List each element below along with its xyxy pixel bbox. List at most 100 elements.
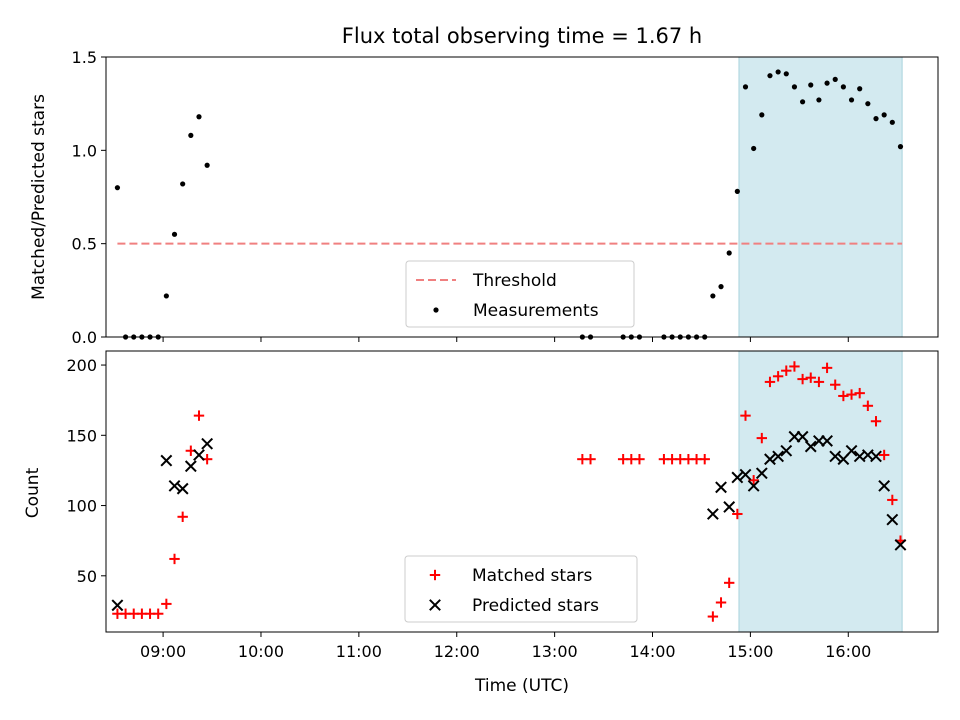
series-measurements	[114, 69, 904, 340]
x-tick-label-7: 16:00	[825, 642, 871, 661]
data-point-1-19	[804, 440, 817, 453]
data-point-1-30	[894, 538, 907, 551]
data-point-1-24-b	[845, 444, 858, 457]
data-point-1-25-b	[853, 450, 866, 463]
data-point-1-6	[201, 437, 214, 450]
data-point-1-18	[796, 430, 809, 443]
data-point-0-42	[862, 400, 874, 411]
legend: Matched stars Predicted stars	[404, 555, 638, 623]
data-point-0-7	[171, 231, 178, 237]
data-point-1-8	[715, 481, 727, 494]
data-point-1-21-b	[821, 435, 833, 447]
data-point-1-16-b	[780, 444, 793, 457]
data-point-0-26	[734, 188, 740, 194]
data-point-1-9	[723, 501, 736, 513]
data-point-1-13-b	[755, 467, 768, 480]
data-point-1-19-b	[804, 440, 817, 453]
x-tick-label-4: 13:00	[532, 642, 578, 661]
series-predicted-stars	[111, 430, 907, 612]
data-point-1-3	[176, 482, 189, 495]
data-point-0-38	[830, 379, 841, 390]
y-tick-label-0: 0.0	[72, 328, 97, 347]
y-tick-label-2: 150	[66, 426, 97, 445]
legend-box	[404, 555, 638, 623]
data-point-0-16	[634, 453, 645, 465]
data-point-0-42	[865, 101, 871, 107]
data-point-0-39	[840, 84, 846, 90]
y-tick-label-3: 1.5	[72, 48, 97, 67]
data-point-1-29-b	[886, 513, 899, 526]
data-point-1-22	[829, 450, 842, 463]
data-point-0-37	[824, 80, 830, 86]
data-point-1-12	[747, 479, 760, 492]
plot-frame	[105, 56, 939, 338]
data-point-1-22-b	[829, 450, 842, 463]
data-point-0-5	[153, 608, 164, 619]
data-point-0-27	[740, 410, 751, 421]
data-point-0-22	[699, 453, 710, 465]
data-point-0-33	[789, 361, 800, 372]
data-point-1-8-b	[715, 481, 727, 494]
data-point-0-23	[707, 611, 719, 622]
data-point-1-24	[845, 444, 858, 457]
data-point-1-15-b	[772, 450, 785, 463]
legend-label-0: Matched stars	[472, 566, 592, 586]
x-tick-label-3: 12:00	[434, 642, 480, 661]
chart-title: Flux total observing time = 1.67 h	[342, 24, 702, 48]
data-point-1-9-b	[723, 501, 736, 513]
data-point-0-8	[177, 511, 188, 522]
legend-handle-1	[433, 307, 439, 313]
observing-window-span	[738, 350, 903, 633]
data-point-0-46	[897, 144, 904, 150]
data-point-0-39	[838, 390, 849, 402]
data-point-1-1	[160, 454, 173, 467]
data-point-0-35	[805, 372, 816, 383]
data-point-0-31	[772, 371, 784, 382]
data-point-0-33	[791, 84, 798, 90]
data-point-0-43	[870, 416, 882, 427]
data-point-0-7	[169, 553, 180, 565]
x-tick-label-2: 11:00	[336, 642, 382, 661]
data-point-0-23	[710, 293, 716, 299]
x-tick-label-1: 10:00	[238, 642, 284, 661]
data-point-0-35	[808, 82, 814, 88]
data-point-0-25	[726, 250, 732, 256]
data-point-0-6	[161, 598, 172, 610]
data-point-1-0-b	[111, 599, 124, 612]
data-point-1-18-b	[796, 430, 809, 443]
x-tick-label-6: 15:00	[727, 642, 773, 661]
data-point-1-28	[878, 479, 891, 492]
data-point-1-11-b	[739, 468, 752, 481]
data-point-1-10	[731, 471, 744, 484]
observing-window-span	[738, 56, 903, 338]
data-point-0-30	[764, 376, 776, 388]
data-point-0-8	[180, 181, 186, 187]
data-point-0-44	[878, 449, 890, 461]
data-point-1-28-b	[878, 479, 891, 492]
data-point-1-11	[739, 468, 752, 481]
data-point-0-41	[857, 86, 863, 92]
data-point-0-34	[799, 99, 806, 105]
y-tick-label-0: 50	[77, 567, 97, 586]
data-point-0-44	[881, 112, 887, 118]
x-axis-label: Time (UTC)	[474, 676, 569, 696]
data-point-0-26	[732, 508, 743, 520]
data-point-1-0	[111, 599, 124, 612]
data-point-1-7-b	[706, 508, 719, 520]
data-point-0-45	[889, 119, 895, 125]
data-point-1-10-b	[731, 471, 744, 484]
data-point-1-16	[780, 444, 793, 457]
data-point-1-6-b	[201, 437, 214, 450]
data-point-1-27	[870, 450, 882, 463]
data-point-0-30	[767, 73, 773, 79]
data-point-1-30-b	[894, 538, 907, 551]
data-point-0-29	[756, 432, 768, 444]
data-point-1-4	[184, 460, 197, 473]
data-point-0-29	[759, 112, 765, 118]
data-point-1-5-b	[193, 449, 205, 461]
y-tick-label-1: 100	[66, 497, 97, 516]
data-point-0-24	[718, 284, 724, 290]
data-point-0-9	[188, 132, 194, 138]
data-point-0-36	[816, 97, 822, 103]
data-point-1-27-b	[870, 450, 882, 463]
